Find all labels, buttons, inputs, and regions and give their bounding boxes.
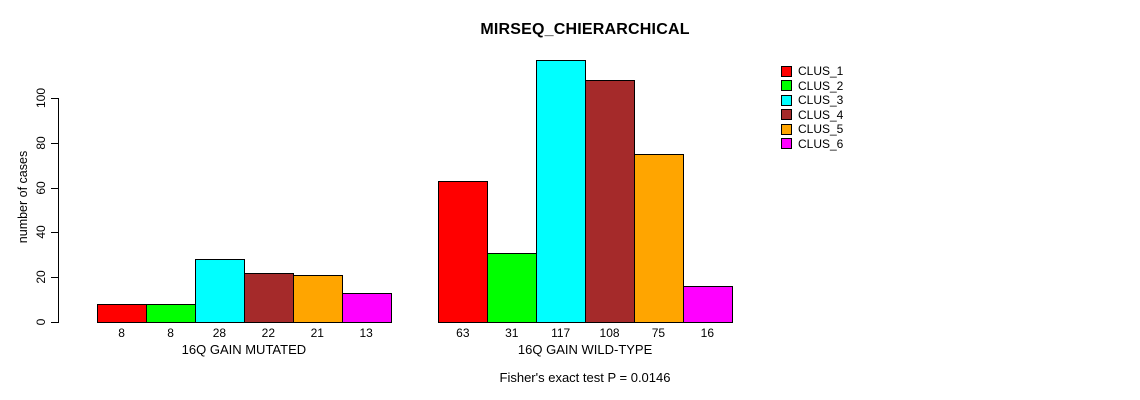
bar-value-label: 63: [456, 326, 470, 340]
legend-swatch: [781, 123, 792, 135]
fisher-test-annotation: Fisher's exact test P = 0.0146: [499, 370, 671, 385]
bar-value-label: 8: [118, 326, 125, 340]
y-axis-tick-label: 0: [34, 318, 48, 326]
y-axis-tick-label: 20: [34, 270, 48, 284]
y-axis-tick-label: 100: [34, 87, 48, 109]
legend-item-clus_2: CLUS_2: [781, 79, 843, 94]
chart-title: MIRSEQ_CHIERARCHICAL: [480, 21, 690, 38]
legend-label: CLUS_4: [798, 107, 844, 122]
bar-value-label: 21: [310, 326, 324, 340]
bar-value-label: 22: [261, 326, 276, 340]
y-axis-tick: [51, 143, 58, 144]
y-axis-tick-label: 40: [34, 225, 48, 239]
bar-value-label: 31: [505, 326, 519, 340]
y-axis-tick: [51, 277, 58, 278]
legend-label: CLUS_3: [798, 93, 844, 108]
y-axis-line: [58, 98, 59, 323]
legend-swatch: [781, 138, 792, 150]
y-axis-tick: [51, 98, 58, 99]
bar-clus_6-group1: [341, 292, 392, 323]
y-axis-tick-label: 60: [34, 181, 48, 195]
y-axis-tick: [51, 232, 58, 233]
bar-clus_5-group2: [634, 154, 684, 323]
bar-value-label: 16: [700, 326, 715, 340]
legend: CLUS_1 CLUS_2 CLUS_3 CLUS_4 CLUS_5 CLUS_6: [781, 64, 843, 151]
legend-item-clus_3: CLUS_3: [781, 93, 843, 108]
bar-clus_1-group1: [97, 304, 148, 323]
y-axis-tick-label: 80: [34, 136, 48, 150]
y-axis-tick: [51, 188, 58, 189]
y-axis-tick: [51, 322, 58, 323]
x-category-label: 16Q GAIN MUTATED: [181, 342, 307, 357]
x-category-label: 16Q GAIN WILD-TYPE: [517, 342, 653, 357]
bar-clus_5-group1: [292, 274, 343, 323]
bar-clus_2-group2: [487, 252, 538, 323]
bar-clus_6-group2: [682, 286, 733, 323]
legend-swatch: [781, 94, 792, 106]
bar-clus_4-group1: [243, 272, 294, 323]
bar-value-label: 28: [212, 326, 227, 340]
legend-label: CLUS_5: [798, 122, 844, 137]
legend-swatch: [781, 80, 792, 92]
legend-item-clus_4: CLUS_4: [781, 108, 843, 123]
bar-value-label: 13: [359, 326, 373, 340]
legend-item-clus_5: CLUS_5: [781, 122, 843, 137]
bar-value-label: 117: [551, 326, 571, 340]
legend-label: CLUS_1: [798, 64, 844, 79]
bar-clus_3-group2: [536, 59, 587, 323]
legend-swatch: [781, 109, 792, 121]
legend-item-clus_6: CLUS_6: [781, 137, 843, 152]
legend-swatch: [781, 65, 792, 77]
legend-label: CLUS_6: [798, 136, 844, 151]
bar-clus_2-group1: [146, 304, 196, 323]
bar-clus_4-group2: [585, 80, 635, 323]
bar-clus_3-group1: [195, 259, 245, 323]
bar-value-label: 108: [599, 326, 620, 340]
y-axis-label: number of cases: [16, 150, 30, 244]
legend-label: CLUS_2: [798, 78, 844, 93]
legend-item-clus_1: CLUS_1: [781, 64, 843, 79]
bar-value-label: 8: [167, 326, 174, 340]
bar-clus_1-group2: [438, 180, 489, 323]
bar-value-label: 75: [651, 326, 666, 340]
